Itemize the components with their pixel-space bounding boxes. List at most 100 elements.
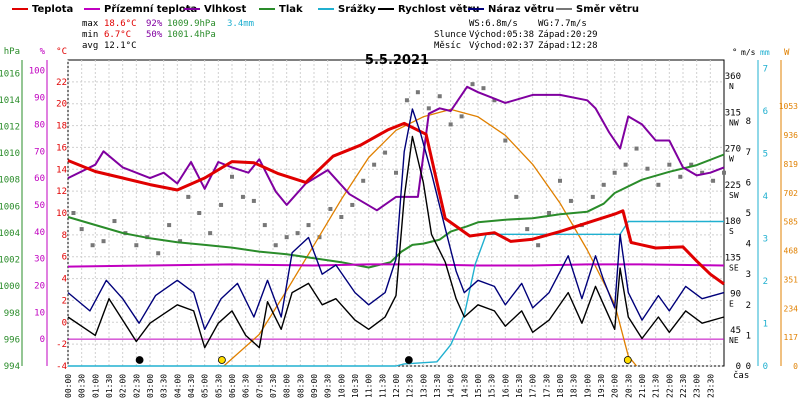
wind-direction-point — [525, 227, 530, 232]
chart-title: 5.5.2021 — [365, 53, 429, 68]
legend-swatch — [318, 8, 334, 10]
legend-item: Náraz větru — [468, 4, 554, 15]
wind-direction-point — [700, 170, 705, 175]
temperature-tick-label: 8 — [62, 231, 67, 241]
legend-label: Vlhkost — [204, 4, 247, 15]
wind-direction-point — [178, 239, 183, 244]
x-tick-label: 08:30 — [296, 374, 305, 398]
humidity-tick-label: 70 — [34, 147, 45, 157]
legend-swatch — [184, 8, 200, 10]
radiation-axis-unit: W — [784, 48, 790, 58]
x-tick-label: 17:00 — [529, 374, 538, 398]
rain-tick-label: 1 — [763, 320, 768, 330]
wind-direction-point — [656, 182, 661, 187]
temperature-tick-label: -4 — [56, 362, 67, 372]
wind-direction-point — [623, 162, 628, 167]
series-line-náraz-větru — [67, 108, 725, 330]
x-tick-label: 10:00 — [337, 374, 346, 398]
wind-direction-point — [678, 174, 683, 179]
wind-direction-point — [101, 239, 106, 244]
wind-direction-point — [230, 174, 234, 179]
humidity-tick-label: 80 — [34, 120, 45, 130]
rain-axis-unit: mm — [760, 48, 770, 57]
wind-direction-point — [328, 206, 333, 211]
wind-direction-point — [240, 194, 245, 199]
direction-axis-unit: ° — [732, 48, 737, 58]
pressure-tick-label: 998 — [4, 309, 20, 319]
direction-tick-label: 180 — [725, 217, 741, 227]
wind-direction-point — [470, 82, 475, 87]
wind-tick-label: 6 — [746, 178, 751, 188]
direction-tick-label: 225 — [725, 181, 741, 191]
x-tick-label: 02:00 — [119, 374, 128, 398]
pressure-tick-label: 994 — [4, 362, 20, 372]
direction-tick-label: 270 — [725, 145, 741, 155]
compass-label: W — [729, 155, 734, 164]
x-tick-label: 23:00 — [693, 374, 702, 398]
wind-direction-point — [273, 243, 278, 248]
rain-tick-label: 6 — [763, 107, 768, 117]
x-axis-label: čas — [733, 370, 749, 381]
x-tick-label: 19:30 — [597, 374, 606, 398]
wind-direction-point — [404, 98, 409, 103]
legend-swatch — [259, 8, 275, 10]
wind-direction-point — [156, 251, 161, 256]
legend-label: Náraz větru — [488, 4, 555, 15]
wind-direction-point — [415, 90, 420, 95]
temperature-tick-label: 12 — [56, 187, 67, 197]
legend-item: Tlak — [259, 4, 303, 15]
wind-direction-point — [295, 231, 300, 236]
x-tick-label: 07:00 — [255, 374, 264, 398]
x-tick-label: 15:00 — [474, 374, 483, 398]
x-tick-label: 16:00 — [501, 374, 510, 398]
radiation-tick-label: 819 — [784, 160, 799, 169]
legend-item: Srážky — [318, 4, 376, 15]
radiation-tick-label: 468 — [784, 247, 799, 256]
x-tick-label: 02:30 — [132, 374, 141, 398]
legend-item: Rychlost větru — [378, 4, 479, 15]
radiation-tick-label: 702 — [784, 189, 799, 198]
humidity-tick-label: 10 — [34, 308, 45, 318]
wind-tick-label: 2 — [746, 301, 751, 311]
x-tick-label: 04:30 — [187, 374, 196, 398]
temperature-tick-label: 18 — [56, 122, 67, 132]
legend-label: Teplota — [32, 4, 74, 15]
x-tick-label: 16:30 — [515, 374, 524, 398]
x-tick-label: 07:30 — [269, 374, 278, 398]
temperature-tick-label: -2 — [56, 340, 67, 350]
temperature-tick-label: 10 — [56, 209, 67, 219]
sun-moon-marker — [623, 356, 632, 364]
temperature-tick-label: 2 — [62, 296, 67, 306]
series-line-tlak — [67, 153, 725, 269]
x-tick-label: 18:00 — [556, 374, 565, 398]
wind-direction-point — [284, 235, 289, 240]
wind-direction-point — [112, 219, 117, 224]
wind-tick-label: 0 — [746, 362, 751, 372]
direction-tick-label: 315 — [725, 108, 741, 118]
pressure-tick-label: 1012 — [0, 123, 20, 133]
wind-direction-point — [383, 150, 388, 155]
wind-direction-point — [306, 223, 311, 228]
x-tick-label: 12:00 — [392, 374, 401, 398]
x-tick-label: 20:30 — [624, 374, 633, 398]
legend-label: Přízemní teplota — [104, 4, 198, 15]
legend-label: Směr větru — [576, 4, 639, 15]
wind-speed-readout: WS:6.8m/s — [469, 19, 518, 29]
temperature-tick-label: 4 — [62, 275, 67, 285]
sunrise-time: Východ:05:38 — [469, 30, 534, 40]
humidity-tick-label: 90 — [34, 94, 45, 104]
wind-direction-point — [634, 146, 639, 151]
wind-direction-point — [262, 223, 267, 228]
rain-tick-label: 5 — [763, 150, 768, 160]
x-tick-label: 05:00 — [201, 374, 210, 398]
wind-tick-label: 3 — [746, 270, 751, 280]
wind-direction-point — [722, 170, 726, 175]
wind-gust-readout: WG:7.7m/s — [538, 19, 587, 29]
humidity-tick-label: 0 — [40, 335, 45, 345]
pressure-tick-label: 1008 — [0, 176, 20, 186]
wind-direction-point — [394, 170, 398, 175]
wind-direction-point — [711, 178, 716, 183]
humidity-tick-label: 50 — [34, 201, 45, 211]
temperature-tick-label: 14 — [56, 165, 67, 175]
wind-direction-point — [437, 94, 442, 99]
